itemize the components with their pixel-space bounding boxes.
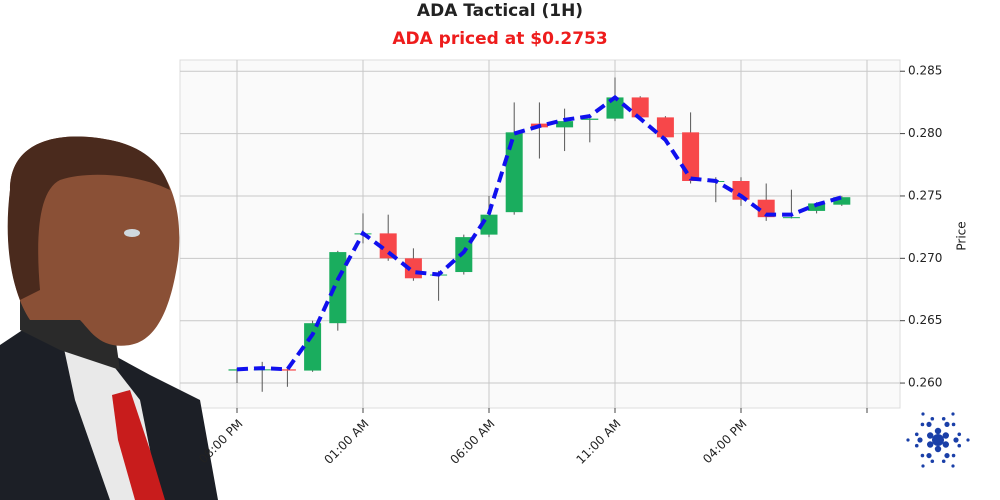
logo-dot [953,437,959,443]
logo-dot [906,438,910,442]
logo-dot [932,434,944,446]
chart-title: ADA Tactical (1H) [417,1,583,21]
x-tick-label: 06:00 AM [447,417,497,467]
logo-dot [930,416,935,421]
logo-dot [917,437,923,443]
logo-dot [927,432,934,439]
logo-dot [914,432,919,437]
logo-dot [941,416,946,421]
candle-body [808,203,826,211]
logo-dot [966,438,970,442]
candle-body [278,369,296,371]
chart-subtitle: ADA priced at $0.2753 [392,29,607,49]
logo-dot [934,445,942,453]
candle-body [581,118,599,120]
x-tick-label: 04:00 PM [700,417,749,466]
logo-dot [957,432,962,437]
logo-dot [951,453,956,458]
logo-dot [921,412,925,416]
logo-dot [951,422,956,427]
logo-dot [930,459,935,464]
logo-dot [957,443,962,448]
logo-dot [920,453,925,458]
y-axis-label: Price [955,221,969,250]
candle-body [631,97,649,118]
candle-body [329,252,347,324]
candle-body [656,117,674,138]
y-tick-label: 0.260 [908,376,942,390]
y-tick-label: 0.285 [908,64,942,78]
logo-dot [921,464,925,468]
moving-average-line [236,94,843,372]
logo-dot [944,421,950,428]
y-tick-label: 0.275 [908,188,942,202]
logo-dot [951,464,955,468]
candle-body [505,132,523,213]
logo-dot [927,441,934,448]
x-tick-label: 01:00 AM [321,417,371,467]
logo-dot [926,421,932,428]
logo-dot [926,452,932,459]
logo-dot [920,422,925,427]
candle-body [833,197,851,205]
y-tick-label: 0.270 [908,251,942,265]
candle-body [379,233,397,259]
cardano-logo [906,412,970,468]
candle-body [732,180,750,200]
y-tick-label: 0.280 [908,126,942,140]
logo-dot [944,452,950,459]
logo-dot [934,427,942,435]
candle-body [228,369,246,371]
logo-dot [941,459,946,464]
robot-illustration [0,136,218,500]
logo-dot [942,432,949,439]
candle-body [556,121,574,128]
y-tick-label: 0.265 [908,313,942,327]
logo-dot [942,441,949,448]
marks [228,77,851,392]
x-tick-label: 11:00 AM [573,417,623,467]
logo-dot [951,412,955,416]
candle-body [782,217,800,219]
logo-dot [914,443,919,448]
candle-body [304,323,322,371]
grid [180,60,900,408]
plot-area [179,59,901,409]
candle-body [682,132,700,181]
